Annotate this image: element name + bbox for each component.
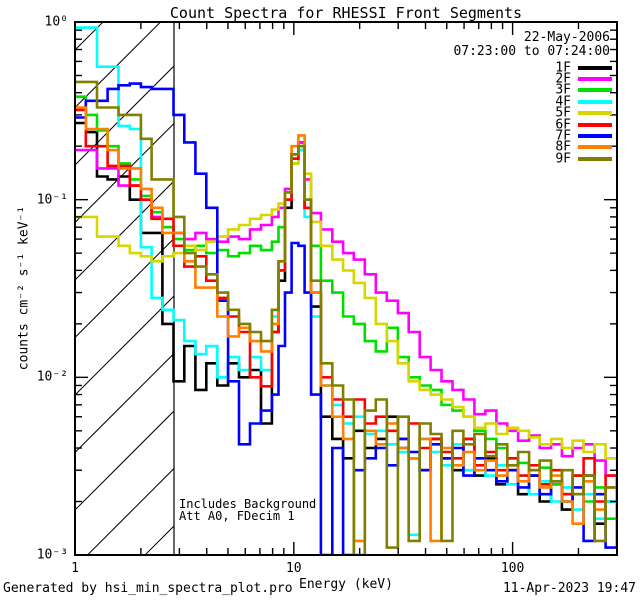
spectra-series-group [75, 26, 617, 556]
legend-label-3F: 3F [555, 82, 571, 98]
legend-label-7F: 7F [555, 128, 571, 144]
legend-swatch-6F [578, 122, 612, 127]
attenuation-hatch-region [75, 22, 174, 555]
legend-swatch-5F [578, 111, 612, 116]
legend-swatch-4F [578, 99, 612, 104]
observation-date: 22-May-2006 [523, 30, 610, 45]
series-6F [75, 108, 617, 503]
legend-label-9F: 9F [555, 151, 571, 167]
legend-label-8F: 8F [555, 139, 571, 155]
legend-label-6F: 6F [555, 117, 571, 132]
x-axis-title: Energy (keV) [299, 577, 393, 592]
legend-label-2F: 2F [555, 71, 571, 87]
plot-frame [74, 21, 618, 556]
legend-swatch-7F [578, 133, 612, 138]
chart-title: Count Spectra for RHESSI Front Segments [169, 4, 523, 22]
series-1F [75, 121, 617, 525]
y-tick-label: 10⁻³ [36, 547, 68, 563]
y-tick-label: 10⁰ [44, 14, 68, 30]
plot-annotation: Includes Background Att A0, FDecim 1 [179, 497, 317, 523]
x-tick-label: 1 [71, 561, 79, 576]
series-2F [75, 141, 617, 510]
y-tick-label: 10⁻² [36, 369, 68, 385]
render-timestamp: 11-Apr-2023 19:47 [502, 581, 636, 596]
x-tick-label: 10 [285, 561, 302, 576]
series-9F [75, 80, 617, 556]
legend-label-1F: 1F [555, 60, 571, 75]
legend-swatch-2F [578, 76, 612, 81]
legend-swatch-8F [578, 145, 612, 150]
series-7F [75, 82, 617, 556]
annotation-line-2: Att A0, FDecim 1 [179, 508, 295, 523]
legend-swatch-3F [578, 88, 612, 93]
y-tick-label: 10⁻¹ [36, 192, 68, 208]
observation-time-range: 07:23:00 to 07:24:00 [453, 44, 610, 59]
generator-credit: Generated by hsi_min_spectra_plot.pro [3, 581, 293, 596]
annotation-line-1: Includes Background [179, 497, 317, 511]
legend-swatch-1F [578, 65, 612, 70]
legend-label-4F: 4F [555, 94, 571, 110]
legend-swatch-9F [578, 156, 612, 161]
y-axis-title: counts cm⁻² s⁻¹ keV⁻¹ [16, 205, 32, 371]
x-tick-label: 100 [500, 561, 525, 576]
series-5F [75, 144, 617, 471]
axis-ticks [74, 21, 618, 556]
legend-label-5F: 5F [555, 105, 571, 121]
